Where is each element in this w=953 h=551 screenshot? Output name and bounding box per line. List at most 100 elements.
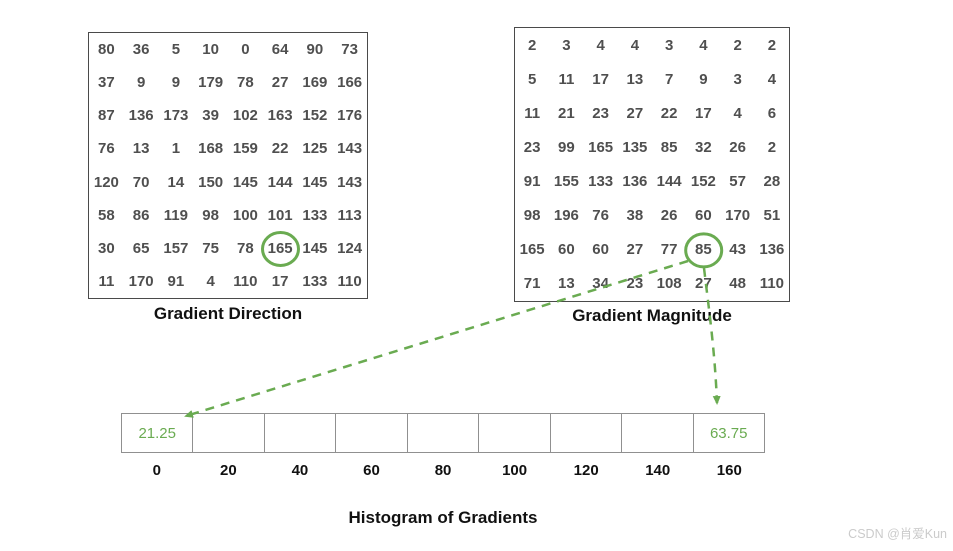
gradient-direction-caption: Gradient Direction	[153, 304, 303, 323]
matrix-cell: 5	[527, 70, 537, 88]
matrix-cell: 4	[596, 36, 605, 54]
matrix-cell: 91	[523, 173, 541, 191]
matrix-cell: 75	[202, 239, 219, 257]
matrix-cell: 86	[132, 206, 150, 224]
matrix-cell: 17	[592, 70, 609, 88]
matrix-cell: 57	[729, 173, 746, 191]
matrix-cell: 9	[171, 74, 181, 92]
matrix-cell: 166	[337, 74, 363, 92]
matrix-cell: 108	[656, 275, 682, 293]
matrix-cell: 135	[622, 138, 648, 156]
matrix-cell: 173	[163, 107, 189, 125]
matrix-cell: 91	[167, 272, 185, 290]
matrix-cell: 4	[733, 104, 742, 122]
matrix-cell: 179	[198, 74, 224, 92]
matrix-cell: 4	[630, 36, 640, 54]
matrix-cell: 51	[763, 207, 781, 225]
matrix-cell: 99	[558, 138, 575, 156]
matrix-cell: 145	[232, 173, 258, 191]
matrix-cell: 9	[699, 70, 708, 88]
matrix-cell: 101	[267, 206, 293, 224]
matrix-cell: 124	[337, 239, 363, 257]
matrix-cell: 87	[98, 107, 115, 125]
matrix-cell: 26	[729, 138, 746, 156]
matrix-cell: 34	[592, 275, 609, 293]
gradient-magnitude-caption: Gradient Magnitude	[572, 306, 732, 325]
matrix-cell: 22	[271, 140, 289, 158]
matrix-cell: 144	[267, 173, 293, 191]
matrix-cell: 0	[241, 41, 250, 59]
matrix-cell: 133	[302, 272, 328, 290]
matrix-cell: 14	[167, 173, 185, 191]
matrix-cell: 32	[695, 138, 712, 156]
matrix-cell: 7	[664, 70, 674, 88]
matrix-cell: 133	[588, 173, 614, 191]
matrix-cell: 170	[725, 207, 751, 225]
matrix-cell: 170	[128, 272, 154, 290]
matrix-cell: 2	[527, 36, 537, 54]
matrix-cell: 73	[341, 41, 358, 59]
matrix-cell: 11	[98, 272, 115, 290]
matrix-cell: 27	[626, 241, 644, 259]
matrix-cell: 176	[337, 107, 363, 125]
histogram-axis-label: 20	[220, 462, 237, 479]
matrix-cell: 90	[306, 41, 324, 59]
matrix-cell: 28	[763, 173, 781, 191]
matrix-cell: 4	[699, 36, 708, 54]
matrix-cell: 144	[656, 173, 682, 191]
matrix-cell: 58	[98, 206, 115, 224]
matrix-cell: 70	[132, 173, 150, 191]
matrix-cell: 110	[759, 275, 784, 293]
histogram-bin-value: 21.25	[138, 424, 176, 442]
histogram-bin-cell	[408, 414, 480, 452]
matrix-cell: 60	[558, 241, 575, 259]
matrix-cell: 2	[767, 36, 777, 54]
matrix-cell: 4	[767, 70, 777, 88]
matrix-cell: 98	[202, 206, 219, 224]
histogram-caption: Histogram of Gradients	[348, 508, 538, 527]
matrix-cell: 136	[759, 241, 785, 259]
matrix-cell: 163	[267, 107, 293, 125]
matrix-cell: 80	[98, 41, 115, 59]
histogram-axis-label: 100	[502, 462, 528, 479]
matrix-cell: 110	[337, 272, 362, 290]
histogram-bins: 21.25 63.75	[121, 413, 765, 453]
matrix-cell: 159	[232, 140, 258, 158]
matrix-cell: 26	[660, 207, 678, 225]
matrix-cell: 6	[767, 104, 777, 122]
histogram-bin-cell	[622, 414, 694, 452]
matrix-cell: 165	[267, 239, 293, 257]
histogram-axis-label: 120	[573, 462, 599, 479]
matrix-cell: 157	[163, 239, 189, 257]
matrix-cell: 5	[171, 41, 181, 59]
matrix-cell: 155	[553, 173, 579, 191]
matrix-cell: 23	[626, 275, 644, 293]
gradient-magnitude-matrix: 2 3 4 4 3 4 2 2 5 11 17 13 7 9 3 4 11 21 23 27 22 17 4 6 23 99 165…	[514, 27, 790, 302]
matrix-cell: 145	[302, 239, 328, 257]
matrix-cell: 119	[163, 206, 188, 224]
matrix-cell: 120	[93, 173, 119, 191]
matrix-cell: 152	[302, 107, 328, 125]
matrix-cell: 48	[729, 275, 746, 293]
matrix-cell: 76	[592, 207, 609, 225]
matrix-cell: 21	[558, 104, 575, 122]
histogram-bin-value: 63.75	[709, 424, 748, 442]
histogram-bin-cell: 63.75	[694, 414, 764, 452]
matrix-cell: 11	[524, 104, 541, 122]
matrix-cell: 38	[626, 207, 644, 225]
matrix-cell: 145	[302, 173, 328, 191]
matrix-cell: 17	[271, 272, 289, 290]
matrix-cell: 102	[232, 107, 258, 125]
histogram-axis-label: 0	[152, 462, 161, 479]
matrix-cell: 125	[302, 140, 328, 158]
matrix-cell: 165	[519, 241, 545, 259]
matrix-cell: 113	[337, 206, 362, 224]
histogram-bin-cell	[193, 414, 265, 452]
matrix-cell: 152	[690, 173, 716, 191]
histogram-axis-label: 40	[291, 462, 309, 479]
matrix-cell: 65	[132, 239, 150, 257]
matrix-cell: 3	[562, 36, 571, 54]
matrix-cell: 85	[695, 241, 712, 259]
matrix-cell: 11	[558, 70, 575, 88]
